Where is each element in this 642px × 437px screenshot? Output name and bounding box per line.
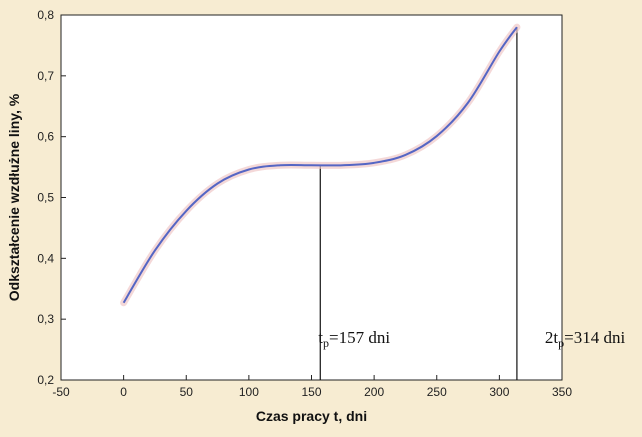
y-tick-label: 0,6 (37, 130, 54, 144)
y-axis-title: Odkształcenie wzdłużne liny, % (6, 93, 22, 301)
x-tick-label: -50 (52, 385, 70, 399)
annotation-label-part: p (558, 336, 564, 350)
x-tick-label: 200 (364, 385, 384, 399)
annotation-label-part: t (318, 328, 323, 347)
x-tick-label: 50 (180, 385, 194, 399)
plot-area (60, 14, 563, 381)
annotation-label-part: =157 dni (329, 328, 390, 347)
x-tick-label: 350 (552, 385, 572, 399)
annotation-label-part: =314 dni (564, 328, 625, 347)
annotation-label-part: 2t (545, 328, 559, 347)
y-tick-label: 0,5 (37, 191, 54, 205)
series-line (122, 26, 518, 304)
x-axis-title: Czas pracy t, dni (256, 408, 367, 424)
annotation-label: 2tp=314 dni (545, 328, 626, 350)
y-tick-label: 0,7 (37, 69, 54, 83)
y-tick-label: 0,2 (37, 373, 54, 387)
x-tick-label: 250 (427, 385, 447, 399)
x-tick-label: 150 (301, 385, 321, 399)
annotation-label: tp=157 dni (318, 328, 390, 350)
x-tick-label: 0 (120, 385, 127, 399)
y-tick-label: 0,8 (37, 8, 54, 22)
x-tick-label: 100 (239, 385, 259, 399)
y-tick-label: 0,4 (37, 251, 54, 265)
y-tick-label: 0,3 (37, 312, 54, 326)
x-tick-label: 300 (489, 385, 509, 399)
annotation-label-part: p (323, 336, 329, 350)
